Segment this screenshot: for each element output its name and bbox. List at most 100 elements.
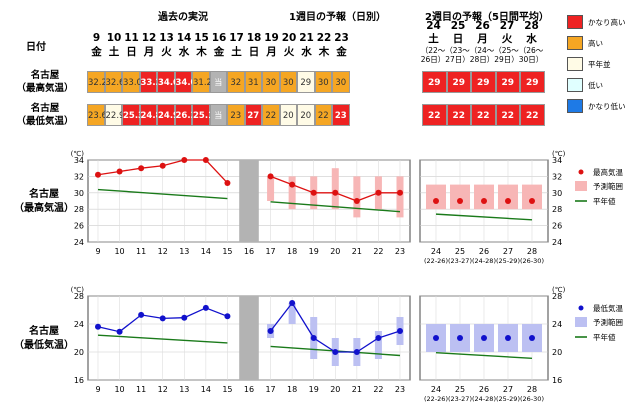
week2-range-end: 28日） [469, 55, 495, 64]
x-sub-label: (24-28) [472, 257, 496, 265]
day-weekday: 月 [266, 46, 277, 58]
x-tick-label: 9 [95, 385, 100, 394]
day-number: 15 [194, 32, 209, 44]
x-tick-label: 12 [158, 247, 168, 256]
week2-day-number: 27 [499, 20, 515, 32]
day-number: 19 [264, 32, 279, 44]
x-tick-label: 18 [287, 247, 297, 256]
forecast-point [267, 173, 274, 180]
table-cell: 22 [314, 104, 332, 126]
table-cell: 30 [262, 71, 280, 93]
y-tick-label: 24 [552, 320, 562, 329]
y-tick-label: 24 [552, 238, 562, 247]
table-cell: 30 [279, 71, 297, 93]
day-number: 20 [281, 32, 297, 44]
legend-label: 最高気温 [593, 167, 623, 177]
observed-point [181, 314, 188, 321]
observed-point [202, 304, 209, 311]
x-tick-label: 25 [455, 385, 465, 394]
week2-cell: 29 [495, 71, 520, 93]
table-cell: 32.6 [104, 71, 124, 93]
forecast-point [375, 335, 382, 341]
y-tick-label: 30 [74, 189, 84, 198]
y-tick-label: 16 [552, 376, 562, 385]
x-sub-label: (26-30) [520, 395, 544, 403]
row-label-type: （最低気温） [16, 116, 74, 127]
day-weekday: 金 [91, 46, 102, 58]
y-tick-label: 34 [552, 156, 562, 165]
day-weekday: 水 [178, 46, 190, 58]
y-tick-label: 28 [74, 205, 84, 214]
y-tick-label: 24 [74, 320, 84, 329]
day-weekday: 水 [301, 46, 312, 58]
observed-point [224, 179, 231, 186]
week2-range-bar [522, 184, 542, 210]
week2-range-start: （22～ [420, 46, 446, 55]
x-tick-label: 22 [373, 385, 383, 394]
table-cell: 32.2 [87, 71, 107, 93]
chart-row-label-type: （最高気温） [14, 201, 74, 214]
today-band [239, 296, 259, 380]
day-weekday: 土 [231, 46, 242, 58]
legend-label: 平年並 [588, 60, 611, 69]
x-tick-label: 21 [352, 247, 362, 256]
chart-row-label-city: 名古屋 [29, 324, 59, 337]
week2-day-weekday: 水 [526, 33, 537, 45]
day-weekday: 金 [336, 46, 347, 58]
x-tick-label: 16 [244, 385, 254, 394]
day-weekday: 日 [248, 46, 260, 58]
day-number: 12 [141, 32, 157, 44]
week2-point [433, 198, 439, 204]
week2-range-bar [498, 184, 518, 210]
normal-line [97, 334, 228, 344]
unit-label: (℃) [71, 286, 85, 294]
table-cell: 34.0 [174, 71, 196, 93]
table-cell: 32 [227, 71, 245, 93]
week2-point [505, 198, 511, 204]
week2-range-bar [450, 184, 470, 210]
x-tick-label: 10 [114, 247, 124, 256]
x-tick-label: 20 [330, 385, 340, 394]
y-tick-label: 24 [74, 238, 84, 247]
y-tick-label: 28 [552, 292, 562, 301]
x-tick-label: 17 [265, 247, 275, 256]
day-number: 17 [229, 32, 244, 44]
y-tick-label: 30 [552, 189, 562, 198]
x-tick-label: 19 [309, 385, 319, 394]
x-tick-label: 14 [201, 385, 211, 394]
x-tick-label: 20 [330, 247, 340, 256]
x-tick-label: 23 [395, 385, 405, 394]
x-tick-label: 9 [95, 247, 100, 256]
normal-line [435, 352, 533, 359]
week2-point [529, 335, 535, 341]
row-label-city: 名古屋 [30, 103, 60, 114]
table-cell: 当日 [209, 104, 227, 142]
x-tick-label: 28 [527, 385, 537, 394]
week2-point [457, 335, 463, 341]
x-tick-label: 14 [201, 247, 211, 256]
normal-line [97, 188, 228, 200]
table-cell: 33.0 [122, 71, 142, 93]
x-tick-label: 23 [395, 247, 405, 256]
week2-day-number: 25 [450, 20, 466, 32]
x-sub-label: (25-29) [496, 395, 520, 403]
legend-point-marker [578, 305, 584, 311]
normal-line [435, 213, 533, 221]
x-tick-label: 24 [431, 385, 441, 394]
x-sub-label: (26-30) [520, 257, 544, 265]
forecast-range-bar [288, 176, 296, 210]
week2-point [529, 198, 535, 204]
table-cell: 24.8 [139, 104, 161, 126]
week2-range-start: （25～ [494, 46, 519, 55]
forecast-point [267, 328, 274, 334]
week2-day-number: 28 [524, 20, 539, 32]
x-tick-label: 22 [373, 247, 383, 256]
forecast-point [353, 198, 360, 204]
legend-label: 予測範囲 [593, 181, 623, 191]
day-weekday: 木 [196, 46, 207, 58]
x-tick-label: 12 [158, 385, 168, 394]
legend-swatch [567, 78, 583, 92]
legend-label: かなり高い [588, 18, 626, 27]
forecast-point [353, 349, 360, 355]
